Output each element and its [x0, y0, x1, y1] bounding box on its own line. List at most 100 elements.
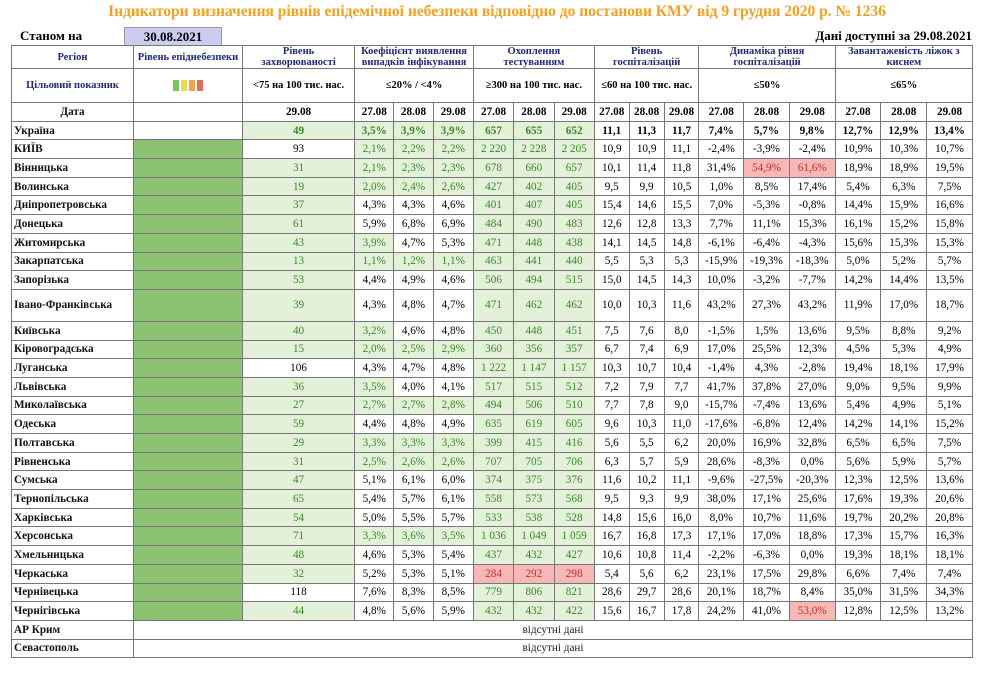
table-row: Сумська 47 5,1% 6,1% 6,0% 374 375 376 11,6 10,2 11…: [11, 470, 973, 491]
testing-cell: 298: [553, 563, 595, 584]
region-name: Дніпропетровська: [11, 195, 134, 216]
testing-cell: 374: [472, 470, 515, 491]
incidence-cell: 47: [241, 470, 356, 491]
o2-cell: 9,5%: [880, 376, 928, 397]
table-row: Івано-Франківська 39 4,3% 4,8% 4,7% 471 462 462…: [11, 288, 973, 322]
table-row: Полтавська 29 3,3% 3,3% 3,3% 399 415 416 5,6 5,5 6…: [11, 433, 973, 453]
o2-cell: 19,5%: [926, 158, 973, 178]
testing-cell: 538: [513, 507, 555, 528]
hosp-cell: 5,6: [593, 433, 630, 453]
table-row: Київська 40 3,2% 4,6% 4,8% 450 448 451 7,5 7,6 8,0…: [11, 320, 973, 341]
testing-cell: 515: [553, 270, 595, 290]
incidence-cell: 37: [241, 195, 356, 216]
hosp-cell: 5,5: [628, 433, 665, 453]
hosp-cell: 7,5: [593, 320, 630, 341]
table-row: Тернопільська 65 5,4% 5,7% 6,1% 558 573 568 9,5 9…: [11, 489, 973, 509]
date-header-cell: 28.08: [743, 102, 790, 122]
o2-cell: 15,8%: [926, 214, 973, 234]
danger-level-cell: [133, 545, 243, 565]
date-header-cell: 29.08: [241, 102, 356, 122]
detection-cell: 5,7%: [393, 489, 434, 509]
hosp-dyn-cell: 17,5%: [743, 563, 790, 584]
o2-cell: 13,4%: [926, 120, 973, 141]
hosp-cell: 6,2: [663, 563, 700, 584]
o2-cell: 34,3%: [926, 582, 973, 603]
testing-cell: 1 222: [472, 358, 515, 378]
testing-cell: 619: [513, 414, 555, 434]
hosp-dyn-cell: 4,3%: [743, 358, 790, 378]
hosp-cell: 5,9: [663, 451, 700, 472]
hosp-cell: 10,3: [628, 288, 665, 322]
detection-cell: 4,1%: [432, 376, 474, 397]
page-title: Індикатори визначення рівнів епідемічної…: [108, 3, 886, 20]
hosp-cell: 28,6: [593, 582, 630, 603]
incidence-cell: 31: [241, 451, 356, 472]
detection-cell: 2,5%: [393, 339, 434, 360]
hosp-dyn-cell: 18,7%: [743, 582, 790, 603]
incidence-cell: 32: [241, 563, 356, 584]
detection-cell: 1,1%: [432, 251, 474, 272]
o2-cell: 14,4%: [880, 270, 928, 290]
danger-level-cell: [133, 470, 243, 491]
region-name: Херсонська: [11, 526, 134, 547]
detection-cell: 2,4%: [393, 176, 434, 197]
detection-cell: 2,5%: [354, 451, 395, 472]
detection-cell: 4,8%: [393, 288, 434, 322]
testing-cell: 705: [513, 451, 555, 472]
hosp-cell: 7,2: [593, 376, 630, 397]
detection-cell: 5,1%: [354, 470, 395, 491]
testing-cell: 779: [472, 582, 515, 603]
detection-cell: 6,1%: [432, 489, 474, 509]
testing-cell: 528: [553, 507, 595, 528]
date-header-cell: 28.08: [513, 102, 555, 122]
incidence-cell: 93: [241, 139, 356, 160]
detection-cell: 4,4%: [354, 270, 395, 290]
hosp-cell: 7,6: [628, 320, 665, 341]
hosp-cell: 11,1: [663, 470, 700, 491]
table-row: Волинська 19 2,0% 2,4% 2,6% 427 402 405 9,5 9,9 10…: [11, 176, 973, 197]
hosp-cell: 9,9: [663, 489, 700, 509]
o2-cell: 6,3%: [880, 176, 928, 197]
table-row: Миколаївська 27 2,7% 2,7% 2,8% 494 506 510 7,7 7,…: [11, 395, 973, 416]
hosp-dyn-cell: -17,6%: [698, 414, 745, 434]
o2-cell: 7,4%: [880, 563, 928, 584]
detection-cell: 5,2%: [354, 563, 395, 584]
hosp-cell: 11,1: [593, 120, 630, 141]
hosp-cell: 10,6: [593, 545, 630, 565]
detection-cell: 5,4%: [432, 545, 474, 565]
testing-cell: 706: [553, 451, 595, 472]
testing-cell: 432: [513, 601, 555, 621]
testing-cell: 1 157: [553, 358, 595, 378]
hosp-dyn-cell: 16,9%: [743, 433, 790, 453]
o2-cell: 14,2%: [834, 414, 882, 434]
incidence-cell: 49: [241, 120, 356, 141]
incidence-cell: 31: [241, 158, 356, 178]
hosp-dyn-cell: -15,7%: [698, 395, 745, 416]
detection-cell: 4,3%: [354, 195, 395, 216]
table-row: Україна 49 3,5% 3,9% 3,9% 657 655 652 11,1 11,3 11…: [11, 120, 973, 141]
testing-cell: 407: [513, 195, 555, 216]
region-name: Сумська: [11, 470, 134, 491]
hosp-dyn-cell: 43,2%: [788, 288, 836, 322]
incidence-cell: 40: [241, 320, 356, 341]
detection-cell: 2,7%: [393, 395, 434, 416]
danger-level-cell: [133, 339, 243, 360]
table-row: Хмельницька 48 4,6% 5,3% 5,4% 437 432 427 10,6 10…: [11, 545, 973, 565]
hosp-cell: 9,9: [628, 176, 665, 197]
incidence-cell: 61: [241, 214, 356, 234]
hosp-dyn-cell: -2,4%: [788, 139, 836, 160]
o2-cell: 19,4%: [834, 358, 882, 378]
as-of-label: Станом на: [20, 28, 83, 43]
incidence-cell: 59: [241, 414, 356, 434]
hosp-dyn-cell: 38,0%: [698, 489, 745, 509]
o2-cell: 14,1%: [880, 414, 928, 434]
o2-cell: 6,5%: [880, 433, 928, 453]
o2-cell: 5,3%: [880, 339, 928, 360]
hosp-cell: 15,5: [663, 195, 700, 216]
level-bar-swatch: [180, 79, 187, 91]
incidence-cell: 106: [241, 358, 356, 378]
o2-cell: 16,3%: [926, 526, 973, 547]
hosp-cell: 12,6: [593, 214, 630, 234]
detection-cell: 3,3%: [354, 526, 395, 547]
incidence-cell: 19: [241, 176, 356, 197]
